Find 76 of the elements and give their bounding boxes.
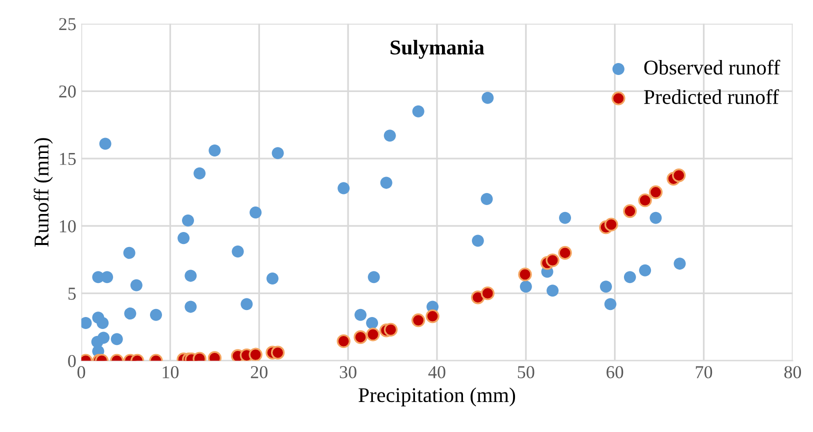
point bbox=[604, 218, 618, 232]
point bbox=[380, 176, 392, 189]
point bbox=[411, 313, 426, 328]
point bbox=[150, 308, 162, 321]
point bbox=[650, 212, 662, 224]
point bbox=[338, 182, 350, 194]
point bbox=[558, 246, 572, 260]
x-tick-label: 50 bbox=[518, 366, 534, 378]
y-tick-label: 20 bbox=[59, 85, 76, 98]
x-tick-label: 80 bbox=[784, 366, 802, 378]
point bbox=[480, 192, 493, 205]
point bbox=[674, 258, 686, 270]
point bbox=[182, 214, 194, 227]
point bbox=[336, 334, 350, 348]
text: Sulymania bbox=[390, 40, 484, 59]
point bbox=[184, 300, 197, 313]
x-axis-title: Precipitation (mm) bbox=[358, 388, 516, 406]
point bbox=[368, 271, 380, 284]
x-tick-label: 10 bbox=[162, 366, 179, 378]
point bbox=[250, 206, 262, 218]
point bbox=[546, 253, 560, 268]
point bbox=[366, 328, 380, 342]
point bbox=[639, 264, 652, 276]
point bbox=[520, 280, 532, 293]
point bbox=[354, 330, 368, 344]
point bbox=[124, 308, 136, 320]
x-tick-label: 40 bbox=[428, 366, 446, 378]
point bbox=[623, 204, 637, 218]
point bbox=[208, 144, 221, 156]
point bbox=[266, 272, 278, 285]
point bbox=[354, 308, 367, 321]
x-tick-label: 60 bbox=[606, 366, 624, 378]
y-tick-label: 25 bbox=[59, 18, 76, 30]
point bbox=[482, 92, 494, 104]
point bbox=[624, 271, 636, 284]
point bbox=[472, 234, 484, 247]
point bbox=[600, 280, 612, 293]
point bbox=[81, 316, 92, 329]
point bbox=[178, 232, 190, 244]
point bbox=[270, 346, 285, 360]
point bbox=[638, 193, 652, 208]
point bbox=[426, 309, 440, 324]
x-tick-label: 0 bbox=[77, 366, 86, 378]
x-tick-label: 70 bbox=[696, 366, 712, 378]
point bbox=[384, 322, 398, 337]
point bbox=[248, 348, 262, 361]
point bbox=[412, 105, 424, 118]
point bbox=[110, 333, 123, 346]
point bbox=[96, 316, 109, 329]
point bbox=[99, 138, 112, 150]
point bbox=[559, 212, 572, 224]
point bbox=[194, 167, 206, 180]
point bbox=[123, 246, 136, 259]
point bbox=[232, 246, 244, 258]
y-axis-title: Runoff (mm) bbox=[34, 138, 53, 247]
point bbox=[648, 185, 663, 200]
legend-label: Predicted runoff bbox=[644, 89, 780, 104]
point bbox=[672, 168, 686, 182]
x-tick-label: 20 bbox=[250, 366, 268, 378]
y-tick-label: 0 bbox=[68, 354, 76, 368]
point bbox=[272, 147, 284, 160]
point bbox=[384, 130, 396, 142]
x-tick-label: 30 bbox=[340, 366, 356, 378]
point bbox=[546, 284, 559, 297]
y-tick-label: 15 bbox=[60, 152, 76, 165]
point bbox=[184, 270, 197, 282]
point bbox=[101, 271, 114, 284]
y-tick-label: 10 bbox=[60, 220, 76, 232]
y-tick-label: 5 bbox=[68, 288, 76, 300]
point bbox=[366, 316, 378, 329]
point bbox=[518, 268, 532, 282]
legend-label: Observed runoff bbox=[644, 60, 780, 75]
point bbox=[240, 298, 253, 310]
point bbox=[130, 279, 142, 292]
point bbox=[604, 298, 616, 310]
point bbox=[480, 286, 495, 300]
